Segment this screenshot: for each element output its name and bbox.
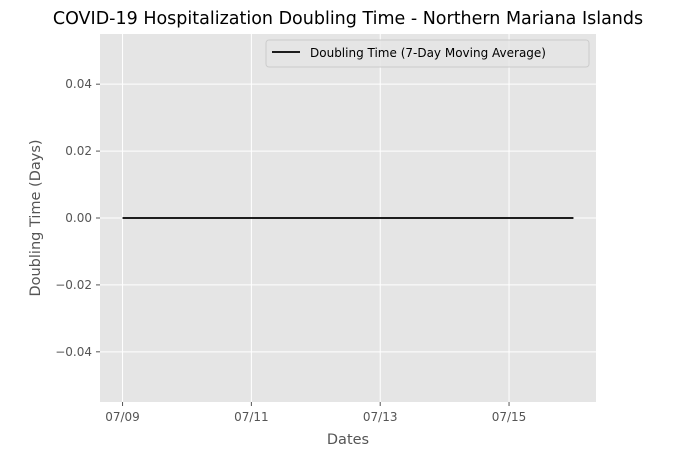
chart-title: COVID-19 Hospitalization Doubling Time -… [53,9,643,29]
x-axis-label: Dates [327,432,369,448]
y-tick-label: 0.02 [65,144,92,158]
y-tick-label: 0.04 [65,77,92,91]
x-tick-label: 07/09 [105,410,140,424]
x-tick-label: 07/11 [234,410,269,424]
legend-label: Doubling Time (7-Day Moving Average) [310,46,546,60]
y-axis-ticks: 0.04 0.02 0.00 −0.02 −0.04 [55,77,100,359]
y-tick-label: −0.04 [55,345,92,359]
x-axis-ticks: 07/09 07/11 07/13 07/15 [105,402,526,424]
y-axis-label: Doubling Time (Days) [28,139,44,296]
y-tick-label: 0.00 [65,211,92,225]
legend: Doubling Time (7-Day Moving Average) [265,39,590,68]
x-tick-label: 07/15 [492,410,527,424]
x-tick-label: 07/13 [363,410,398,424]
legend-box [265,39,590,68]
y-tick-label: −0.02 [55,278,92,292]
